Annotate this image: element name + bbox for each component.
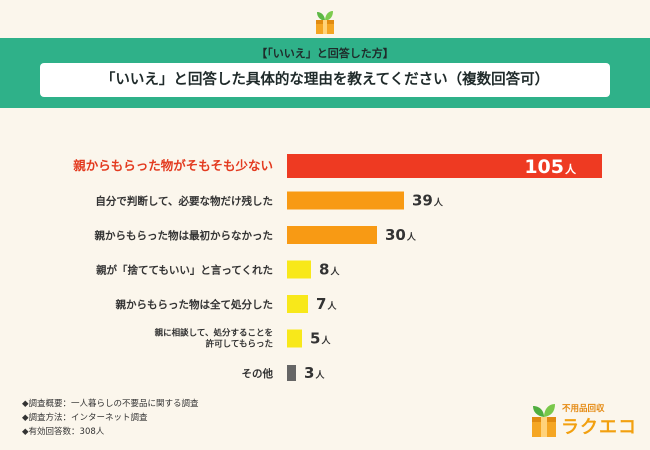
brand-name: ラクエコ — [561, 417, 637, 438]
bar — [287, 365, 296, 381]
value-label: 5人 — [310, 330, 331, 348]
category-label: その他 — [242, 367, 274, 380]
brand-tagline: 不用品回収 — [562, 404, 605, 414]
bar — [287, 154, 602, 178]
category-label: 親からもらった物は全て処分した — [116, 298, 274, 311]
bar — [287, 260, 311, 279]
bar — [287, 329, 302, 348]
bar — [287, 226, 377, 244]
survey-notes: ◆調査概要：一人暮らしの不要品に関する調査 ◆調査方法：インターネット調査 ◆有… — [22, 397, 199, 439]
chart-subtitle: 【「いいえ」と回答した方】 — [256, 47, 394, 60]
category-label: 親からもらった物がそもそも少ない — [73, 158, 273, 173]
brand-box-icon — [532, 404, 556, 437]
box-sprout-icon — [316, 11, 334, 34]
value-label: 3人 — [304, 364, 325, 382]
value-label: 7人 — [316, 295, 337, 313]
bar — [287, 295, 308, 313]
chart-title: 「いいえ」と回答した具体的な理由を教えてください（複数回答可） — [40, 63, 610, 97]
brand-logo: 不用品回収 ラクエコ — [528, 400, 638, 442]
value-label: 39人 — [412, 192, 444, 210]
category-label: 親が「捨ててもいい」と言ってくれた — [96, 264, 273, 277]
survey-note: ◆有効回答数：308人 — [22, 427, 105, 437]
value-label: 8人 — [319, 261, 340, 279]
bar — [287, 191, 404, 210]
value-label: 105人 — [524, 156, 577, 178]
survey-note: ◆調査方法：インターネット調査 — [22, 413, 148, 423]
category-label: 親からもらった物は最初からなかった — [95, 229, 274, 242]
survey-note: ◆調査概要：一人暮らしの不要品に関する調査 — [22, 399, 199, 409]
value-label: 30人 — [385, 226, 417, 244]
category-label: 親に相談して、処分することを許可してもらった — [155, 328, 273, 350]
category-label: 自分で判断して、必要な物だけ残した — [95, 195, 273, 208]
